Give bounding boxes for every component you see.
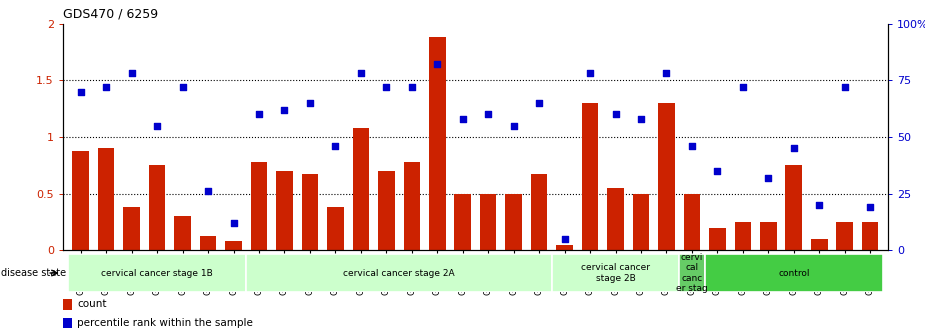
Text: cervical cancer stage 2A: cervical cancer stage 2A	[343, 268, 455, 278]
Bar	[226, 241, 241, 250]
Point	[735, 84, 750, 90]
Bar	[552, 254, 679, 292]
Text: disease state: disease state	[1, 268, 66, 278]
Point	[812, 202, 827, 208]
Bar	[709, 228, 725, 250]
Point	[278, 107, 292, 112]
Text: cervi
cal
canc
er stag: cervi cal canc er stag	[676, 253, 708, 293]
Point	[557, 236, 572, 242]
Bar	[811, 239, 828, 250]
Bar	[454, 194, 471, 250]
Point	[252, 112, 266, 117]
Bar	[862, 222, 879, 250]
Bar	[174, 216, 191, 250]
Bar	[63, 299, 72, 310]
Point	[506, 123, 521, 128]
Point	[786, 145, 801, 151]
Bar	[836, 222, 853, 250]
Point	[124, 71, 139, 76]
Bar	[659, 103, 674, 250]
Point	[73, 89, 88, 94]
Bar	[277, 171, 292, 250]
Bar	[480, 194, 497, 250]
Bar	[72, 151, 89, 250]
Bar	[246, 254, 552, 292]
Bar	[98, 148, 115, 250]
Bar	[352, 128, 369, 250]
Point	[608, 112, 623, 117]
Point	[863, 205, 878, 210]
Text: count: count	[78, 299, 107, 309]
Point	[684, 143, 699, 149]
Point	[634, 116, 648, 122]
Bar	[785, 165, 802, 250]
Point	[455, 116, 470, 122]
Point	[481, 112, 496, 117]
Bar	[705, 254, 882, 292]
Bar	[302, 174, 318, 250]
Text: control: control	[778, 268, 809, 278]
Bar	[251, 162, 267, 250]
Point	[201, 188, 216, 194]
Text: cervical cancer
stage 2B: cervical cancer stage 2B	[581, 263, 650, 283]
Bar	[760, 222, 777, 250]
Point	[761, 175, 776, 180]
Point	[379, 84, 394, 90]
Bar	[582, 103, 598, 250]
Bar	[429, 37, 446, 250]
Bar	[378, 171, 395, 250]
Bar	[679, 254, 705, 292]
Point	[226, 220, 240, 226]
Bar	[327, 207, 344, 250]
Bar	[68, 254, 246, 292]
Bar	[556, 245, 573, 250]
Bar	[149, 165, 166, 250]
Bar	[684, 194, 700, 250]
Bar	[607, 188, 623, 250]
Point	[659, 71, 673, 76]
Point	[302, 100, 317, 106]
Point	[430, 61, 445, 67]
Point	[532, 100, 547, 106]
Point	[353, 71, 368, 76]
Bar	[505, 194, 522, 250]
Bar	[531, 174, 548, 250]
Point	[328, 143, 343, 149]
Point	[404, 84, 419, 90]
Bar	[403, 162, 420, 250]
Point	[99, 84, 114, 90]
Bar	[63, 318, 72, 328]
Bar	[123, 207, 140, 250]
Bar	[734, 222, 751, 250]
Point	[175, 84, 190, 90]
Bar	[200, 236, 216, 250]
Point	[710, 168, 725, 174]
Point	[837, 84, 852, 90]
Text: GDS470 / 6259: GDS470 / 6259	[63, 8, 158, 21]
Point	[150, 123, 165, 128]
Text: cervical cancer stage 1B: cervical cancer stage 1B	[101, 268, 213, 278]
Text: percentile rank within the sample: percentile rank within the sample	[78, 318, 253, 328]
Bar	[633, 194, 649, 250]
Point	[583, 71, 598, 76]
